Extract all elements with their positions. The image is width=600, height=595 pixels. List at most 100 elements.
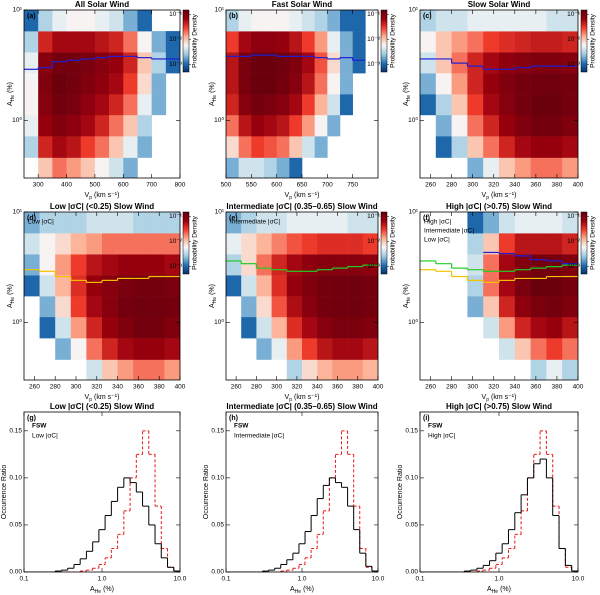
heat-cell [38,73,53,95]
heat-cell [332,233,348,255]
heat-cell [137,10,152,32]
heat-cell [340,52,353,74]
heat-cell [133,212,150,234]
heat-cell [514,94,531,116]
heat-cell [530,316,547,339]
heat-cell [123,31,138,53]
heat-cell [151,73,167,95]
colorbar-tick-label: 10⁻¹ [169,213,183,220]
panel-label: (a) [27,13,36,20]
heat-cell [55,212,72,234]
y-tick-label: 0.10 [211,475,224,482]
heat-cell [226,212,242,234]
heat-cell [24,31,39,53]
plot-frame [419,211,579,381]
heat-cell [314,52,328,74]
y-tick-label: 10⁰ [12,116,22,124]
y-axis-label: AHe (%) [209,284,218,308]
heat-cell [109,94,124,116]
heat-cell [530,73,547,95]
heat-cell [164,338,180,360]
heat-cell [271,275,288,297]
legend-entry: Low |σC| [424,237,450,244]
heat-cell [317,296,333,318]
label-unit: (%) [403,82,410,93]
heat-cell [238,31,252,53]
x-tick-label: 280 [251,384,262,391]
heat-cell [420,73,437,95]
heat-cell [302,275,318,297]
heat-cell [302,233,318,255]
label-unit: (%) [303,586,314,593]
heat-cell [420,10,437,32]
heat-cell [499,52,516,74]
heat-cell [467,212,484,234]
x-axis-label: Vp (km s⁻¹) [85,394,120,403]
heat-cell [238,52,252,74]
colorbar-tick-label: 10⁻³ [567,61,581,68]
heat-cell [483,254,500,276]
heat-cell [546,359,563,380]
heat-cell [39,254,56,276]
x-axis-label: Vp (km s⁻¹) [482,192,517,201]
heat-cell [467,254,484,276]
label-sub: He [10,297,16,304]
heat-cell [264,73,277,95]
heat-cell [66,31,82,53]
y-tick-label: 10⁰ [12,318,22,326]
y-tick-label: 10¹ [409,7,419,14]
heat-cell [38,94,53,116]
heat-cell [435,94,452,116]
label-sub: He [295,589,302,595]
plot-area [24,212,180,380]
x-tick-label: 1.0 [97,576,106,583]
heat-cell [164,296,180,318]
heat-cell [451,31,468,53]
x-tick-label: 550 [246,182,257,189]
heat-cell [530,136,547,158]
heat-cell [467,94,484,116]
heat-cell [251,157,265,178]
heat-cell [165,31,180,53]
legend-entry: Intermediate |σC| [424,228,474,235]
heat-cell [256,296,272,318]
heat-cell [302,254,318,276]
heat-cell [317,316,333,339]
heat-cell [546,73,563,95]
x-tick-label: 700 [322,182,333,189]
heat-cell [109,73,124,95]
x-tick-label: 500 [221,182,232,189]
label-sub: p [89,195,92,201]
x-tick-label: 800 [175,182,186,189]
heat-cell [80,10,96,32]
heat-cell [435,10,452,32]
heat-cell [302,31,315,53]
heat-cell [164,233,180,255]
heat-cell [102,233,118,255]
heat-cell [24,114,39,137]
x-tick-label: 340 [509,384,520,391]
heat-cell [317,212,333,234]
panel-label: (c) [423,13,432,20]
heat-cell [264,10,277,32]
y-tick-label: 0.00 [9,569,22,576]
heat-cell [251,73,265,95]
heat-cell [514,114,531,137]
heat-cell [451,73,468,95]
colorbar-label: Probability Density [590,215,597,270]
label-unit: (%) [500,586,511,593]
heat-cell [55,316,72,339]
plot-area [226,430,378,572]
heat-cell [289,10,303,32]
label-unit: (%) [403,284,410,295]
heat-cell [546,157,563,178]
heat-cell [530,157,547,178]
heat-cell [483,10,500,32]
heat-cell [148,338,165,360]
label-main: A [209,101,216,106]
heat-cell [546,10,563,32]
heat-cell [352,52,366,74]
heat-cell [514,212,531,234]
heat-cell [340,10,353,32]
heat-cell [148,296,165,318]
